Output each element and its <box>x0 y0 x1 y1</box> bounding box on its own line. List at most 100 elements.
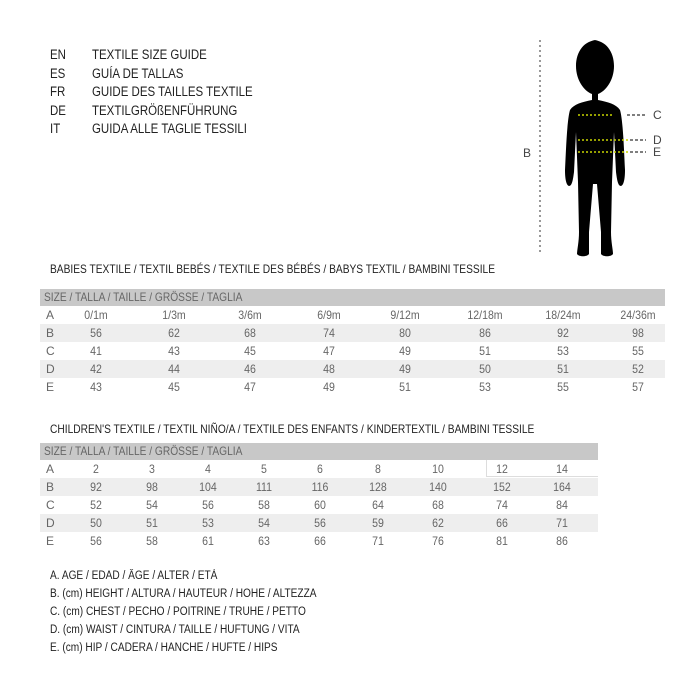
label-b: B <box>523 146 532 160</box>
language-title: TEXTILE SIZE GUIDE <box>92 47 207 62</box>
table-cell: 60 <box>314 498 326 512</box>
table-cell: 52 <box>90 498 102 512</box>
table-cell: 59 <box>372 516 384 530</box>
table-cell: 51 <box>479 344 491 358</box>
highlight-box <box>486 460 598 477</box>
table-cell: 64 <box>372 498 384 512</box>
table-cell: 6 <box>317 462 323 476</box>
table-cell: 3 <box>149 462 155 476</box>
table-cell: 74 <box>323 326 335 340</box>
table-cell: 140 <box>429 480 447 494</box>
label-c: C <box>653 108 662 122</box>
table-cell: 10 <box>432 462 444 476</box>
table-row: B 92 98 104 111 116 128 140 152 164 <box>40 478 598 496</box>
table-cell: 98 <box>146 480 158 494</box>
table-cell: 81 <box>496 534 508 548</box>
table-cell: 51 <box>146 516 158 530</box>
table-cell: 12/18m <box>467 308 503 322</box>
table-cell: 111 <box>255 480 273 494</box>
language-title: GUIDE DES TAILLES TEXTILE <box>92 84 253 99</box>
table-row: C 52 54 56 58 60 64 68 74 84 <box>40 496 598 514</box>
table-cell: 152 <box>493 480 511 494</box>
table-cell: 128 <box>369 480 387 494</box>
table-cell: 56 <box>314 516 326 530</box>
table-cell: 56 <box>90 326 102 340</box>
row-label: A <box>46 308 55 322</box>
row-label: E <box>46 380 55 394</box>
table-cell: 46 <box>244 362 256 376</box>
table-cell: 6/9m <box>317 308 341 322</box>
table-cell: 43 <box>90 380 102 394</box>
table-cell: 104 <box>199 480 217 494</box>
table-cell: 116 <box>311 480 329 494</box>
legend-item: A. AGE / EDAD / ÂGE / ALTER / ETÀ <box>50 570 218 582</box>
language-row: IT GUIDA ALLE TAGLIE TESSILI <box>50 121 350 139</box>
legend-item: C. (cm) CHEST / PECHO / POITRINE / TRUHE… <box>50 606 306 618</box>
label-d: D <box>653 133 662 147</box>
table-cell: 45 <box>168 380 180 394</box>
table-cell: 50 <box>90 516 102 530</box>
table-cell: 49 <box>399 362 411 376</box>
legend-item: E. (cm) HIP / CADERA / HANCHE / HÜFTE / … <box>50 642 278 654</box>
table-cell: 61 <box>202 534 214 548</box>
table-cell: 48 <box>323 362 335 376</box>
table-cell: 76 <box>432 534 444 548</box>
table-cell: 51 <box>557 362 569 376</box>
table-cell: 2 <box>93 462 99 476</box>
language-title: GUIDA ALLE TAGLIE TESSILI <box>92 121 247 136</box>
language-row: FR GUIDE DES TAILLES TEXTILE <box>50 84 350 102</box>
table-cell: 49 <box>323 380 335 394</box>
table-cell: 92 <box>557 326 569 340</box>
table-cell: 58 <box>258 498 270 512</box>
table-cell: 71 <box>372 534 384 548</box>
row-label: D <box>46 362 55 376</box>
row-label: C <box>46 344 55 358</box>
table-cell: 55 <box>632 344 644 358</box>
table-cell: 68 <box>432 498 444 512</box>
table-cell: 49 <box>399 344 411 358</box>
table-cell: 1/3m <box>162 308 186 322</box>
table-row: D 50 51 53 54 56 59 62 66 71 <box>40 514 598 532</box>
language-code: ES <box>50 65 66 81</box>
child-silhouette-icon <box>539 40 646 257</box>
language-title: TEXTILGRÖßENFÜHRUNG <box>92 102 238 118</box>
row-label: D <box>46 516 55 530</box>
table-cell: 164 <box>553 480 571 494</box>
table-cell: 63 <box>258 534 270 548</box>
table-cell: 9/12m <box>390 308 420 322</box>
table-cell: 14 <box>556 462 568 476</box>
table-header: SIZE / TALLA / TAILLE / GRÖSSE / TAGLIA <box>40 289 665 306</box>
table-cell: 42 <box>90 362 102 376</box>
table-cell: 53 <box>479 380 491 394</box>
table-cell: 43 <box>168 344 180 358</box>
table-cell: 51 <box>399 380 411 394</box>
legend-item: D. (cm) WAIST / CINTURA / TAILLE / HÜFTU… <box>50 624 300 636</box>
table-cell: 5 <box>261 462 267 476</box>
language-row: ES GUÍA DE TALLAS <box>50 66 350 84</box>
language-code: FR <box>50 84 66 99</box>
label-e: E <box>653 145 662 159</box>
table-row: B 56 62 68 74 80 86 92 98 <box>40 324 665 342</box>
table-cell: 56 <box>90 534 102 548</box>
table-cell: 71 <box>556 516 568 530</box>
table-cell: 55 <box>557 380 569 394</box>
row-label: E <box>46 534 55 548</box>
children-title: CHILDREN'S TEXTILE / TEXTIL NIÑO/A / TEX… <box>50 422 535 436</box>
table-cell: 57 <box>632 380 644 394</box>
table-row: D 42 44 46 48 49 50 51 52 <box>40 360 665 378</box>
row-label: B <box>46 480 55 494</box>
table-cell: 50 <box>479 362 491 376</box>
table-cell: 53 <box>202 516 214 530</box>
table-cell: 41 <box>90 344 102 358</box>
table-cell: 4 <box>205 462 211 476</box>
table-cell: 58 <box>146 534 158 548</box>
table-row: E 56 58 61 63 66 71 76 81 86 <box>40 532 598 550</box>
table-cell: 0/1m <box>84 308 108 322</box>
table-cell: 12 <box>496 462 508 476</box>
table-cell: 66 <box>496 516 508 530</box>
table-cell: 84 <box>556 498 568 512</box>
table-cell: 80 <box>399 326 411 340</box>
row-label: C <box>46 498 55 512</box>
table-cell: 54 <box>146 498 158 512</box>
